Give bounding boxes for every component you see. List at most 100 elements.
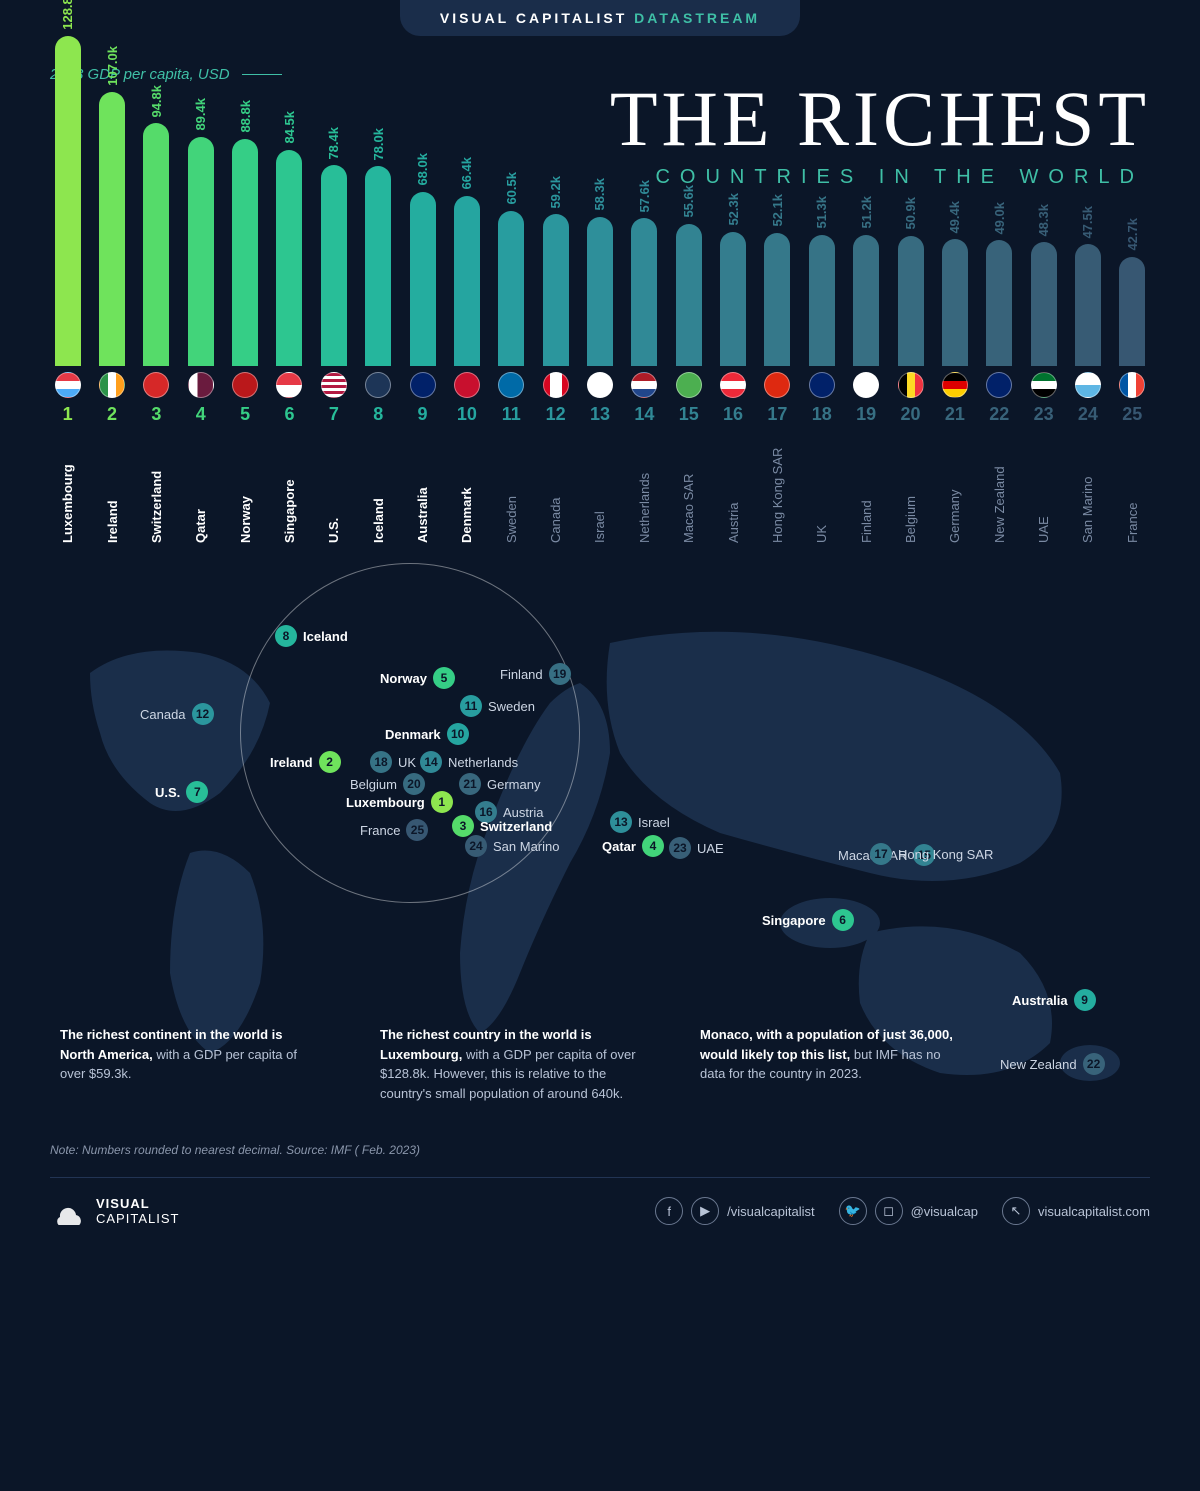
pin-label: UAE	[697, 841, 724, 856]
flag-icon	[410, 372, 436, 398]
cloud-icon	[50, 1197, 86, 1225]
rank-number: 11	[502, 404, 521, 425]
bar	[321, 165, 347, 366]
flag-icon	[720, 372, 746, 398]
facebook-icon[interactable]: f	[655, 1197, 683, 1225]
cursor-icon[interactable]: ↖	[1002, 1197, 1030, 1225]
rank-number: 3	[151, 404, 161, 425]
country-label: UK	[814, 433, 829, 543]
bar-col-8: 78.0k 8 Iceland	[361, 128, 396, 543]
country-label: Ireland	[105, 433, 120, 543]
bar	[276, 150, 302, 366]
flag-icon	[898, 372, 924, 398]
pin-dot: 8	[275, 625, 297, 647]
pin-label: Canada	[140, 707, 186, 722]
annotation-2: The richest country in the world is Luxe…	[380, 1025, 640, 1103]
pin-label: U.S.	[155, 785, 180, 800]
country-label: UAE	[1036, 433, 1051, 543]
bar-col-21: 49.4k21Germany	[937, 201, 972, 543]
bar-col-15: 55.6k15Macao SAR	[671, 185, 706, 543]
pin-dot: 18	[370, 751, 392, 773]
bar-value: 68.0k	[415, 153, 430, 186]
bar-value: 57.6k	[637, 180, 652, 213]
bar-value: 50.9k	[903, 197, 918, 230]
flag-icon	[1075, 372, 1101, 398]
pin-dot: 5	[433, 667, 455, 689]
rank-number: 17	[767, 404, 787, 425]
title-main: THE RICHEST	[610, 80, 1150, 158]
brand-name-a: VISUAL CAPITALIST	[440, 10, 627, 26]
rank-number: 18	[812, 404, 832, 425]
rank-number: 1	[63, 404, 73, 425]
logo-text-bottom: CAPITALIST	[96, 1211, 179, 1226]
rank-number: 13	[590, 404, 610, 425]
map-pin-3: 3Switzerland	[452, 815, 552, 837]
website-url: visualcapitalist.com	[1038, 1204, 1150, 1219]
flag-icon	[454, 372, 480, 398]
map-pin-4: 4Qatar	[602, 835, 664, 857]
pin-label: Israel	[638, 815, 670, 830]
bar-value: 52.3k	[726, 193, 741, 226]
bar-value: 58.3k	[592, 178, 607, 211]
map-pin-17: 17Hong Kong SAR	[870, 843, 993, 865]
pin-label: Norway	[380, 671, 427, 686]
rank-number: 6	[284, 404, 294, 425]
flag-icon	[232, 372, 258, 398]
map-pin-25: 25France	[360, 819, 428, 841]
bar-value: 55.6k	[681, 185, 696, 218]
flag-icon	[764, 372, 790, 398]
bar	[498, 211, 524, 366]
country-label: Macao SAR	[681, 433, 696, 543]
rank-number: 2	[107, 404, 117, 425]
social-handle-2: @visualcap	[911, 1204, 978, 1219]
subtitle-divider	[242, 74, 282, 75]
footer: VISUAL CAPITALIST f ▶ /visualcapitalist …	[50, 1177, 1150, 1226]
flag-icon	[853, 372, 879, 398]
bar-col-10: 66.4k10Denmark	[449, 157, 484, 543]
pin-dot: 12	[192, 703, 214, 725]
bar	[853, 235, 879, 366]
rank-number: 16	[723, 404, 743, 425]
rank-number: 8	[373, 404, 383, 425]
instagram-icon[interactable]: ◻	[875, 1197, 903, 1225]
bar	[676, 224, 702, 366]
pin-dot: 11	[460, 695, 482, 717]
country-label: Luxembourg	[60, 433, 75, 543]
pin-label: San Marino	[493, 839, 559, 854]
country-label: Canada	[548, 433, 563, 543]
bar-col-25: 42.7k25France	[1115, 218, 1150, 543]
map-pin-14: 14Netherlands	[420, 751, 518, 773]
flag-icon	[55, 372, 81, 398]
pin-dot: 6	[832, 909, 854, 931]
pin-dot: 4	[642, 835, 664, 857]
pin-label: Finland	[500, 667, 543, 682]
flag-icon	[543, 372, 569, 398]
bar	[898, 236, 924, 366]
pin-label: Switzerland	[480, 819, 552, 834]
annotation-1: The richest continent in the world is No…	[60, 1025, 320, 1103]
country-label: Singapore	[282, 433, 297, 543]
pin-label: Netherlands	[448, 755, 518, 770]
bar-value: 94.8k	[149, 85, 164, 118]
bar-value: 78.0k	[371, 128, 386, 161]
bar	[410, 192, 436, 366]
bar-col-22: 49.0k22New Zealand	[982, 202, 1017, 543]
country-label: Belgium	[903, 433, 918, 543]
bar-col-13: 58.3k13Israel	[582, 178, 617, 543]
bar-col-4: 89.4k4Qatar	[183, 98, 218, 543]
brand-name-b: DATASTREAM	[634, 10, 760, 26]
bar	[454, 196, 480, 366]
map-pin-11: 11 Sweden	[460, 695, 535, 717]
rank-number: 24	[1078, 404, 1098, 425]
country-label: Iceland	[371, 433, 386, 543]
flag-icon	[1119, 372, 1145, 398]
pin-label: Germany	[487, 777, 540, 792]
bar	[55, 36, 81, 366]
bar-value: 59.2k	[548, 176, 563, 209]
pin-label: Sweden	[488, 699, 535, 714]
bar-col-6: 84.5k6Singapore	[272, 111, 307, 543]
bar	[720, 232, 746, 366]
bar-col-2: 107.0k2Ireland	[94, 46, 129, 543]
youtube-icon[interactable]: ▶	[691, 1197, 719, 1225]
twitter-icon[interactable]: 🐦	[839, 1197, 867, 1225]
